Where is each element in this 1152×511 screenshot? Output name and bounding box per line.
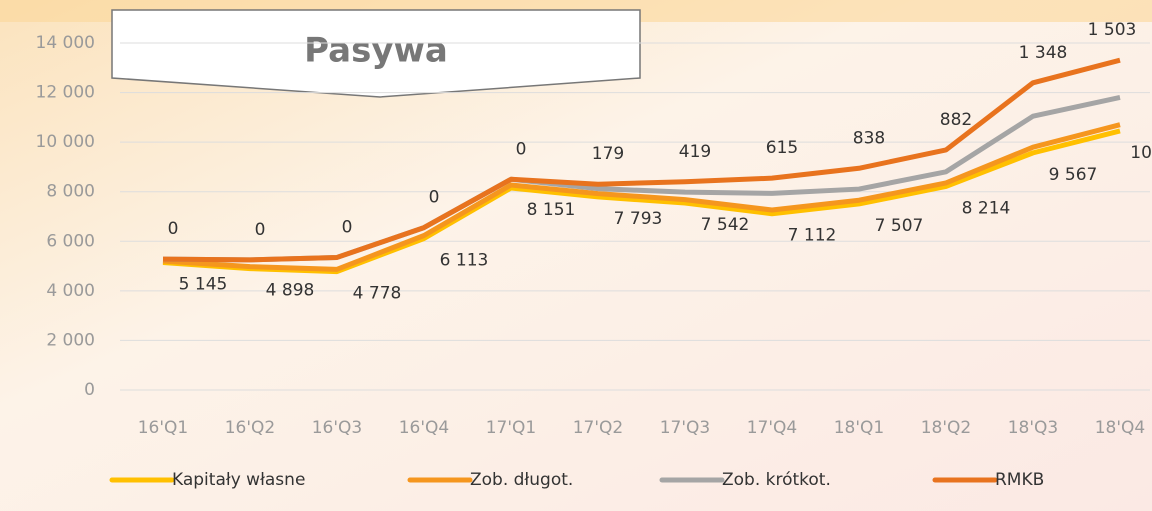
title-box [111,9,641,98]
legend-label: Zob. długot. [470,470,573,490]
data-label: 419 [679,142,711,162]
y-tick-label: 12 000 [36,83,95,103]
x-tick-label: 16'Q1 [138,418,189,438]
data-label: 7 542 [701,215,750,235]
x-tick-label: 18'Q4 [1095,418,1146,438]
data-label: 0 [255,220,266,240]
x-tick-label: 17'Q1 [486,418,537,438]
y-tick-label: 14 000 [36,33,95,53]
data-label: 882 [940,110,972,130]
x-tick-label: 17'Q3 [660,418,711,438]
data-label: 4 898 [266,281,315,301]
data-label: 1 503 [1088,20,1137,40]
data-label: 1 348 [1019,43,1068,63]
x-tick-label: 16'Q2 [225,418,276,438]
y-tick-label: 10 000 [36,132,95,152]
chart-title: Pasywa [304,31,448,71]
data-label: 7 793 [614,209,663,229]
y-tick-label: 2 000 [46,330,95,350]
legend-label: RMKB [995,470,1044,490]
series-line [162,57,1121,263]
data-label: 838 [853,128,885,148]
data-label: 7 112 [788,226,837,246]
data-label: 0 [168,219,179,239]
data-label: 0 [342,217,353,237]
x-tick-label: 18'Q2 [921,418,972,438]
data-label: 5 145 [179,274,228,294]
data-label: 9 567 [1049,165,1098,185]
data-label: 6 113 [440,250,489,270]
legend-label: Kapitały własne [172,470,305,490]
data-label: 615 [766,138,798,158]
data-label: 0 [516,139,527,159]
data-label: 10 453 [1130,143,1152,163]
x-tick-label: 18'Q1 [834,418,885,438]
y-tick-label: 8 000 [46,182,95,202]
x-tick-label: 16'Q3 [312,418,363,438]
data-label: 7 507 [875,216,924,236]
data-label: 8 214 [962,198,1011,218]
series-line [162,122,1121,272]
x-tick-label: 16'Q4 [399,418,450,438]
data-label: 8 151 [527,200,576,220]
y-tick-label: 4 000 [46,281,95,301]
data-label: 179 [592,144,624,164]
y-tick-label: 0 [84,380,95,400]
x-tick-label: 17'Q4 [747,418,798,438]
x-tick-label: 17'Q2 [573,418,624,438]
data-label: 0 [429,188,440,208]
x-tick-label: 18'Q3 [1008,418,1059,438]
y-tick-label: 6 000 [46,231,95,251]
legend-label: Zob. krótkot. [722,470,831,490]
data-label: 4 778 [353,284,402,304]
